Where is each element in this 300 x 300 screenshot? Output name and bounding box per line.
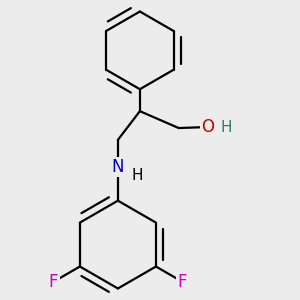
Text: F: F: [49, 273, 58, 291]
Text: O: O: [201, 118, 214, 136]
Text: H: H: [221, 119, 232, 134]
Text: F: F: [178, 273, 187, 291]
Text: N: N: [112, 158, 124, 176]
Text: H: H: [132, 168, 143, 183]
